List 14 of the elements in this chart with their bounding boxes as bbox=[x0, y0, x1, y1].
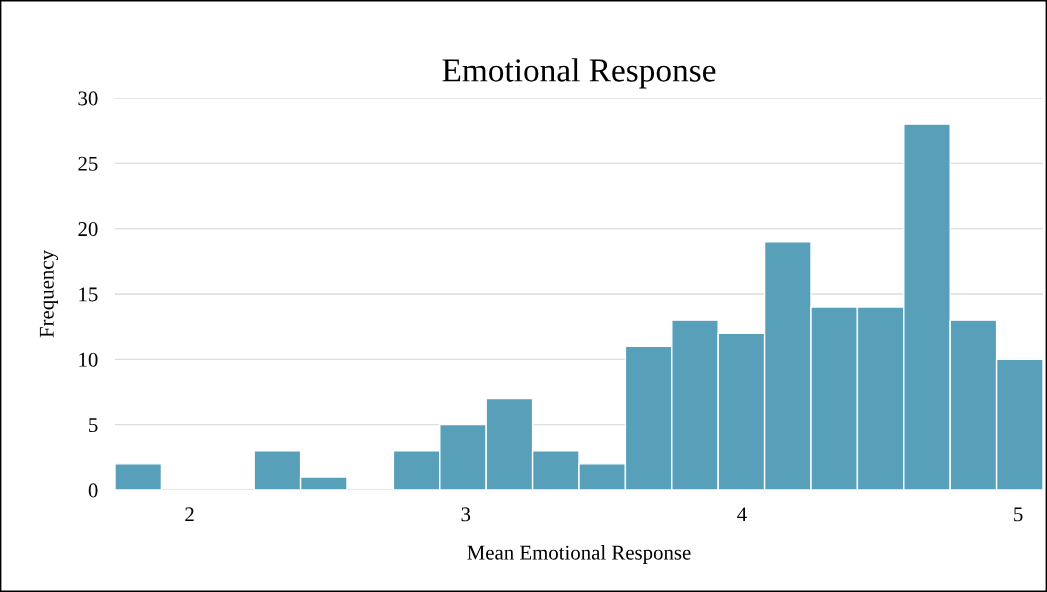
y-tick-label: 20 bbox=[78, 222, 98, 237]
y-tick-label: 5 bbox=[89, 418, 98, 433]
chart-title: Emotional Response bbox=[442, 58, 716, 89]
y-tick-label: 15 bbox=[79, 287, 98, 302]
x-tick-label: 4 bbox=[737, 507, 747, 522]
y-axis-title: Frequency bbox=[39, 250, 59, 338]
y-tick-label: 0 bbox=[88, 483, 98, 498]
x-axis-title: Mean Emotional Response bbox=[467, 545, 691, 564]
y-tick-label: 30 bbox=[78, 91, 98, 106]
y-tick-label: 10 bbox=[79, 352, 98, 367]
x-tick-label: 3 bbox=[461, 507, 471, 522]
x-tick-label: 5 bbox=[1014, 507, 1023, 522]
x-tick-label: 2 bbox=[185, 507, 194, 522]
y-tick-label: 25 bbox=[78, 156, 98, 171]
